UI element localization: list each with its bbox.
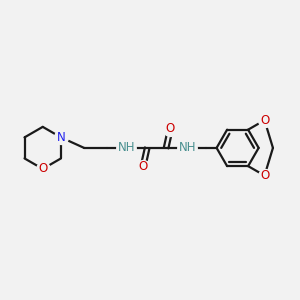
Text: NH: NH [117, 141, 135, 154]
Text: O: O [260, 114, 269, 127]
Text: NH: NH [178, 141, 196, 154]
Text: O: O [166, 122, 175, 136]
Text: O: O [138, 160, 148, 173]
Text: N: N [57, 131, 65, 144]
Text: O: O [260, 169, 269, 182]
Text: O: O [38, 162, 47, 176]
